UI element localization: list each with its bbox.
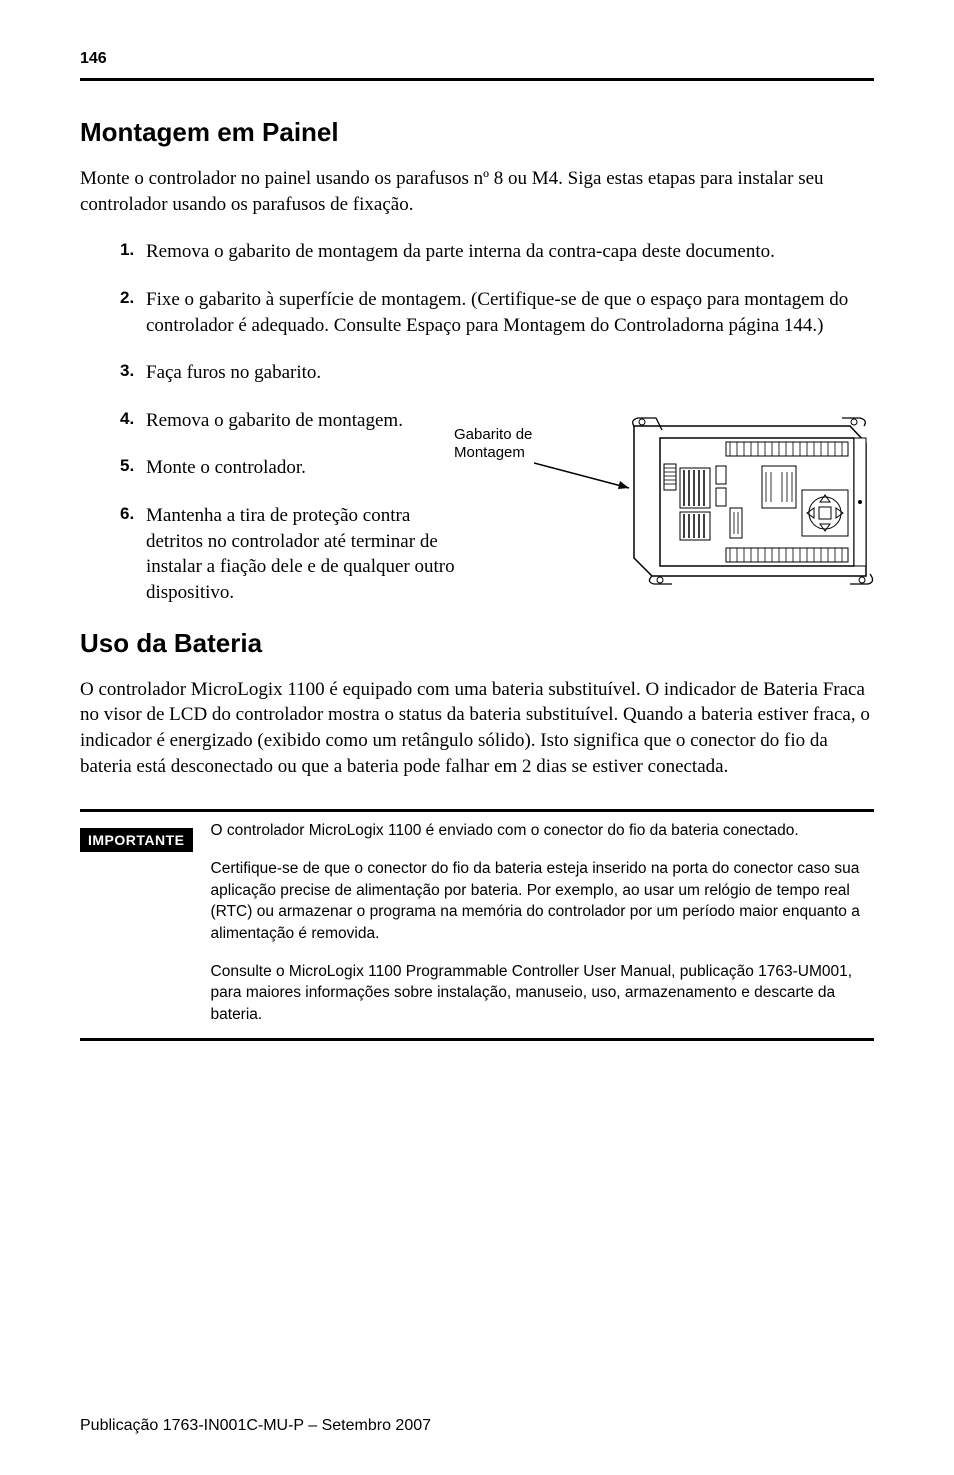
figure-label: Gabarito de Montagem — [454, 426, 532, 462]
section2-title: Uso da Bateria — [80, 628, 874, 659]
footer-publication: Publicação 1763-IN001C-MU-P – Setembro 2… — [80, 1417, 431, 1435]
section1-intro: Monte o controlador no painel usando os … — [80, 166, 874, 217]
importante-rule-bottom — [80, 1038, 874, 1041]
importante-tag: IMPORTANTE — [80, 828, 193, 852]
page-number: 146 — [80, 50, 874, 68]
step-4: Remova o gabarito de montagem. — [120, 408, 470, 434]
importante-p2: Certifique-se de que o conector do fio d… — [211, 858, 874, 945]
section2-body: O controlador MicroLogix 1100 é equipado… — [80, 677, 874, 780]
step-6: Mantenha a tira de proteção contra detri… — [120, 503, 470, 606]
importante-block: IMPORTANTE O controlador MicroLogix 1100… — [80, 809, 874, 1041]
importante-p1: O controlador MicroLogix 1100 é enviado … — [211, 820, 874, 842]
importante-text: O controlador MicroLogix 1100 é enviado … — [211, 820, 874, 1030]
section1-title: Montagem em Painel — [80, 117, 874, 148]
step-1: Remova o gabarito de montagem da parte i… — [120, 239, 874, 265]
step-2: Fixe o gabarito à superfície de montagem… — [120, 287, 874, 338]
step-3: Faça furos no gabarito. — [120, 360, 874, 386]
mounting-figure: Gabarito de Montagem — [454, 408, 884, 608]
figure-label-line1: Gabarito de — [454, 426, 532, 443]
importante-p3: Consulte o MicroLogix 1100 Programmable … — [211, 961, 874, 1026]
figure-label-line2: Montagem — [454, 444, 525, 461]
step-5: Monte o controlador. — [120, 455, 470, 481]
controller-diagram — [534, 408, 884, 588]
top-rule — [80, 78, 874, 81]
